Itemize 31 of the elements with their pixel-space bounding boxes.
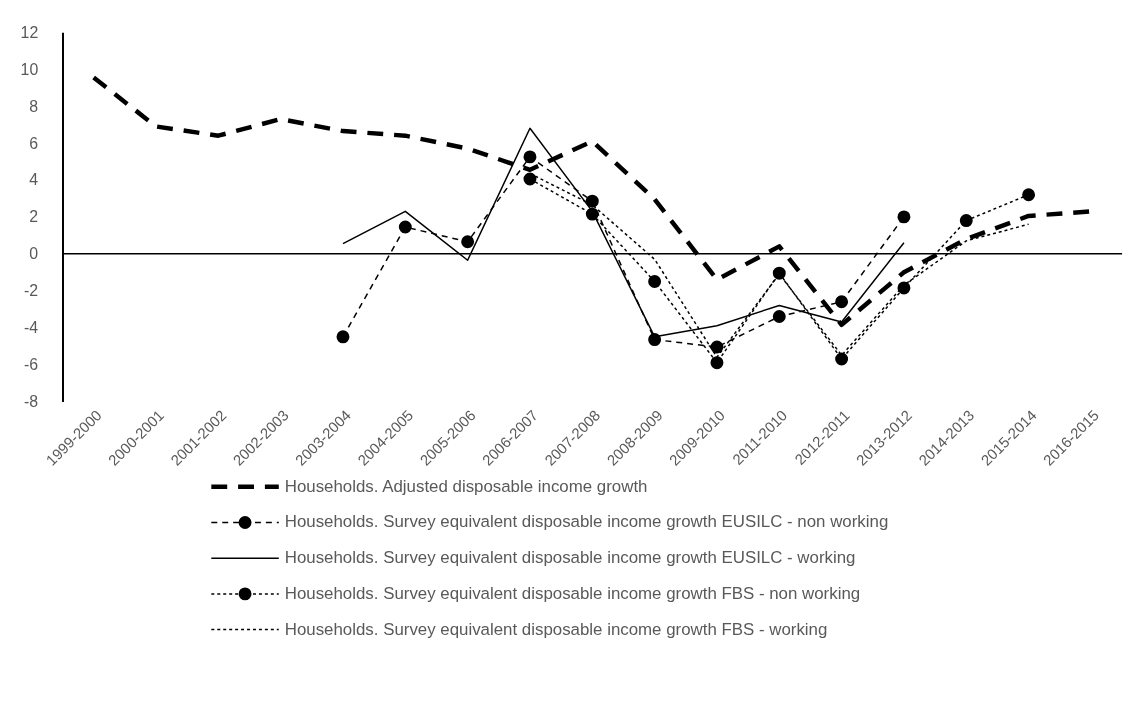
point [772,266,786,280]
point [648,275,662,288]
point [1022,188,1036,202]
point [710,356,724,370]
legend-label: Households. Adjusted disposable income growth [284,476,648,496]
point [835,295,849,309]
point [336,330,350,344]
y-tick-label: -2 [24,282,39,300]
point [398,220,412,234]
legend-label: Households. Survey equivalent disposable income growth EUSILC - non working [284,512,889,532]
legend-label: Households. Survey equivalent disposable income growth EUSILC - working [284,548,856,568]
point [523,150,537,164]
y-tick-label: 2 [29,208,39,226]
y-tick-label: -8 [24,392,39,410]
point [835,352,849,366]
point [585,207,599,221]
y-tick-label: -6 [24,355,39,373]
y-tick-label: 0 [29,245,39,263]
point [959,214,973,228]
legend-label: Households. Survey equivalent disposable income growth FBS - non working [284,583,861,603]
y-tick-label: 4 [29,171,39,189]
point [523,172,537,186]
y-tick-label: 6 [29,134,39,152]
y-tick-label: 12 [20,23,39,41]
y-tick-label: -4 [24,319,39,337]
point [772,310,786,323]
y-tick-label: 10 [20,60,39,78]
y-tick-label: 8 [29,97,39,115]
legend-label: Households. Survey equivalent disposable income growth FBS - working [284,619,828,639]
point [461,235,475,249]
point [897,210,911,224]
